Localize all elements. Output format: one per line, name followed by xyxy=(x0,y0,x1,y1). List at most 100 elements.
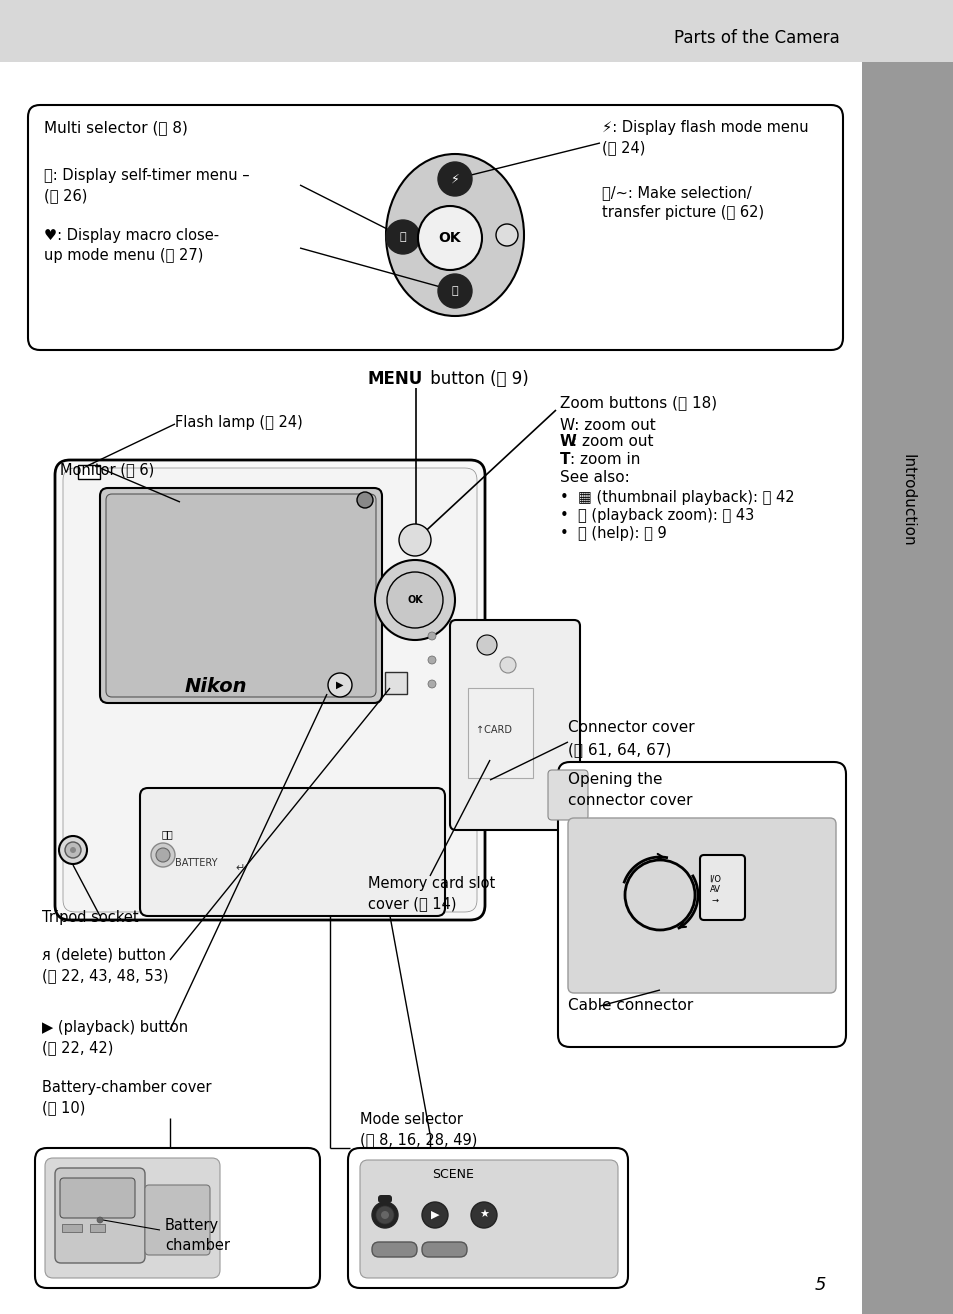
FancyBboxPatch shape xyxy=(63,468,476,912)
Text: connector cover: connector cover xyxy=(567,794,692,808)
Text: chamber: chamber xyxy=(165,1238,230,1254)
Text: BATTERY: BATTERY xyxy=(174,858,217,869)
FancyBboxPatch shape xyxy=(28,105,842,350)
Circle shape xyxy=(372,1202,397,1229)
Text: up mode menu (Ⓡ 27): up mode menu (Ⓡ 27) xyxy=(44,248,203,263)
Text: ⌛: Display self-timer menu –: ⌛: Display self-timer menu – xyxy=(44,168,250,183)
Text: : zoom in: : zoom in xyxy=(569,452,639,466)
Text: ▶: ▶ xyxy=(335,681,343,690)
Circle shape xyxy=(499,657,516,673)
Text: •  ⌕ (playback zoom): Ⓡ 43: • ⌕ (playback zoom): Ⓡ 43 xyxy=(559,509,754,523)
Text: ⚡: ⚡ xyxy=(450,172,459,185)
FancyBboxPatch shape xyxy=(55,460,484,920)
Text: Mode selector: Mode selector xyxy=(359,1112,462,1127)
Text: ⚡: Display flash mode menu: ⚡: Display flash mode menu xyxy=(601,120,808,135)
Text: (Ⓡ 61, 64, 67): (Ⓡ 61, 64, 67) xyxy=(567,742,671,757)
Text: (Ⓡ 8, 16, 28, 49): (Ⓡ 8, 16, 28, 49) xyxy=(359,1131,476,1147)
Text: OK: OK xyxy=(407,595,422,604)
Text: I/O
AV
→: I/O AV → xyxy=(708,875,720,905)
Text: Opening the: Opening the xyxy=(567,773,661,787)
Bar xyxy=(0,0,953,62)
Text: MENU: MENU xyxy=(368,371,423,388)
Text: Memory card slot: Memory card slot xyxy=(368,876,495,891)
Bar xyxy=(90,1225,105,1233)
Text: (Ⓡ 10): (Ⓡ 10) xyxy=(42,1100,85,1116)
Text: (Ⓡ 24): (Ⓡ 24) xyxy=(601,141,644,155)
Text: 5: 5 xyxy=(814,1276,825,1294)
Circle shape xyxy=(151,844,174,867)
FancyBboxPatch shape xyxy=(100,487,381,703)
Text: Introduction: Introduction xyxy=(900,453,915,547)
Text: : zoom out: : zoom out xyxy=(572,434,653,449)
Circle shape xyxy=(65,842,81,858)
Text: W: zoom out: W: zoom out xyxy=(559,418,655,434)
Bar xyxy=(385,671,407,694)
Text: Cable connector: Cable connector xyxy=(567,999,693,1013)
Bar xyxy=(62,1225,82,1233)
Circle shape xyxy=(97,1217,103,1223)
FancyBboxPatch shape xyxy=(348,1148,627,1288)
Text: button (Ⓡ 9): button (Ⓡ 9) xyxy=(424,371,528,388)
FancyBboxPatch shape xyxy=(377,1194,392,1204)
Text: ↑CARD: ↑CARD xyxy=(476,725,512,735)
Circle shape xyxy=(156,848,170,862)
FancyBboxPatch shape xyxy=(55,1168,145,1263)
Ellipse shape xyxy=(386,154,523,315)
FancyBboxPatch shape xyxy=(35,1148,319,1288)
FancyBboxPatch shape xyxy=(372,1242,416,1257)
FancyBboxPatch shape xyxy=(60,1177,135,1218)
Text: (Ⓡ 22, 43, 48, 53): (Ⓡ 22, 43, 48, 53) xyxy=(42,968,169,983)
Circle shape xyxy=(70,848,76,853)
Text: 🌷: 🌷 xyxy=(451,286,457,296)
Text: ⒸⒺ: ⒸⒺ xyxy=(162,829,173,840)
Circle shape xyxy=(356,491,373,509)
Circle shape xyxy=(421,1202,448,1229)
Circle shape xyxy=(437,275,472,307)
Text: Battery-chamber cover: Battery-chamber cover xyxy=(42,1080,212,1095)
Bar xyxy=(468,689,533,778)
FancyBboxPatch shape xyxy=(145,1185,210,1255)
Text: Nikon: Nikon xyxy=(185,677,247,695)
Circle shape xyxy=(428,632,436,640)
Circle shape xyxy=(428,656,436,664)
Text: (Ⓡ 26): (Ⓡ 26) xyxy=(44,188,88,202)
Text: Connector cover: Connector cover xyxy=(567,720,694,735)
Text: Multi selector (Ⓡ 8): Multi selector (Ⓡ 8) xyxy=(44,120,188,135)
Circle shape xyxy=(398,524,431,556)
Text: OK: OK xyxy=(438,231,461,244)
Circle shape xyxy=(428,681,436,689)
Text: Zoom buttons (Ⓡ 18): Zoom buttons (Ⓡ 18) xyxy=(559,396,717,410)
Circle shape xyxy=(375,1206,394,1225)
Text: Flash lamp (Ⓡ 24): Flash lamp (Ⓡ 24) xyxy=(174,415,302,430)
FancyBboxPatch shape xyxy=(359,1160,618,1279)
FancyBboxPatch shape xyxy=(567,819,835,993)
Text: ᴙ (delete) button: ᴙ (delete) button xyxy=(42,947,166,963)
Text: ↵: ↵ xyxy=(235,863,244,872)
Text: ▶ (playback) button: ▶ (playback) button xyxy=(42,1020,188,1035)
Text: Monitor (Ⓡ 6): Monitor (Ⓡ 6) xyxy=(60,463,154,477)
FancyBboxPatch shape xyxy=(421,1242,467,1257)
Text: W: W xyxy=(559,434,577,449)
FancyBboxPatch shape xyxy=(547,770,587,820)
Circle shape xyxy=(471,1202,497,1229)
Text: SCENE: SCENE xyxy=(432,1168,474,1181)
Text: •  ▦ (thumbnail playback): Ⓡ 42: • ▦ (thumbnail playback): Ⓡ 42 xyxy=(559,490,794,505)
Text: Ⓡ/∼: Make selection/: Ⓡ/∼: Make selection/ xyxy=(601,185,751,200)
Text: cover (Ⓡ 14): cover (Ⓡ 14) xyxy=(368,896,456,911)
Ellipse shape xyxy=(375,560,455,640)
Text: Parts of the Camera: Parts of the Camera xyxy=(674,29,840,47)
Circle shape xyxy=(476,635,497,654)
Text: transfer picture (Ⓡ 62): transfer picture (Ⓡ 62) xyxy=(601,205,763,219)
Bar xyxy=(862,62,953,1314)
Circle shape xyxy=(417,206,481,269)
FancyBboxPatch shape xyxy=(558,762,845,1047)
Bar xyxy=(78,465,100,480)
Circle shape xyxy=(380,1212,389,1219)
Text: •  ❓ (help): Ⓡ 9: • ❓ (help): Ⓡ 9 xyxy=(559,526,666,541)
Text: (Ⓡ 22, 42): (Ⓡ 22, 42) xyxy=(42,1039,113,1055)
Circle shape xyxy=(328,673,352,696)
Text: See also:: See also: xyxy=(559,470,629,485)
Text: T: T xyxy=(559,452,570,466)
FancyBboxPatch shape xyxy=(140,788,444,916)
Circle shape xyxy=(387,572,442,628)
